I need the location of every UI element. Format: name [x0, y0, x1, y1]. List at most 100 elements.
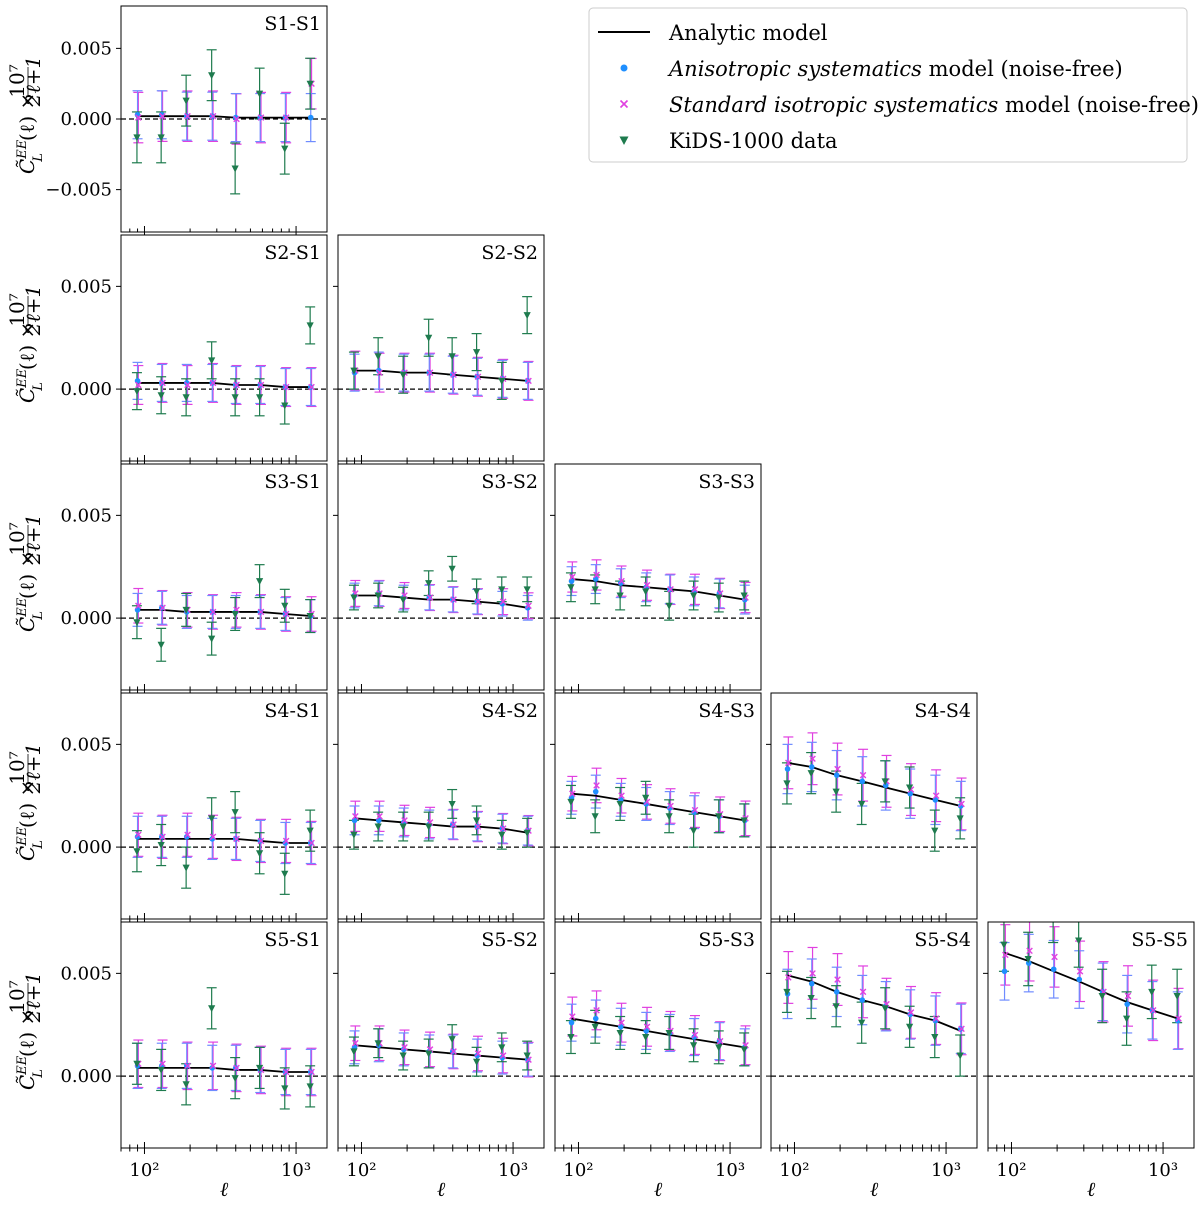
kids-point	[1075, 937, 1083, 945]
legend-anisotropic-swatch	[620, 64, 628, 72]
y-ticks	[116, 743, 121, 848]
isotropic-point	[233, 381, 240, 389]
isotropic-point	[643, 1023, 651, 1031]
panel-frame	[120, 921, 328, 1149]
analytic-model-line	[137, 382, 311, 388]
kids-point	[740, 817, 748, 825]
x-tick-label: 10²	[129, 1160, 159, 1181]
isotropic-point	[1175, 1015, 1182, 1022]
panel-frame	[337, 234, 545, 462]
kids-point	[665, 813, 673, 821]
plot-area	[121, 306, 327, 425]
x-axis-label: ℓ	[870, 1177, 879, 1201]
legend-kids-swatch	[619, 136, 629, 145]
panel-title: S5-S2	[481, 929, 538, 951]
kids-point	[498, 831, 506, 839]
kids-point	[133, 619, 141, 627]
legend-analytic-label: Analytic model	[668, 21, 828, 45]
kids-point	[208, 635, 216, 643]
panel-frame	[337, 921, 545, 1149]
kids-point	[690, 592, 698, 600]
kids-point	[567, 584, 575, 592]
anisotropic-point	[307, 114, 314, 121]
panel-s4-s4: S4-S4	[766, 692, 978, 925]
panel-s4-s2: S4-S2	[333, 692, 545, 925]
kids-point	[256, 850, 264, 858]
x-tick-label: 10³	[281, 1160, 311, 1181]
kids-point	[473, 588, 481, 596]
y-axis-label-denominator: 2ℓ+1	[21, 972, 45, 1024]
kids-point	[157, 134, 165, 142]
isotropic-point	[809, 970, 816, 977]
panel-background	[338, 922, 544, 1148]
panel-background	[555, 464, 761, 690]
analytic-model-line	[354, 369, 528, 382]
panel-s2-s1: S2-S1 0.005 0.000	[60, 234, 328, 467]
panel-title: S3-S2	[481, 471, 538, 493]
y-axis-label-sub: L	[31, 840, 46, 850]
kids-point	[399, 823, 407, 831]
kids-point	[715, 813, 723, 821]
panel-title: S1-S1	[264, 13, 321, 35]
plot-area	[555, 767, 761, 848]
isotropic-point	[525, 602, 532, 610]
x-tick-label: 10²	[779, 1160, 809, 1181]
legend: Analytic model Anisotropic systematics m…	[588, 7, 1199, 163]
y-axis-label-arg: (ℓ) ×	[15, 780, 39, 828]
isotropic-point	[1076, 968, 1084, 975]
isotropic-point	[184, 381, 191, 389]
x-ticks	[337, 1142, 514, 1154]
kids-point	[642, 1034, 650, 1042]
isotropic-point	[135, 831, 142, 839]
kids-point	[350, 594, 358, 602]
y-axis-label-symbol: C̃	[15, 617, 39, 632]
plot-area	[338, 296, 544, 401]
kids-point	[807, 770, 815, 778]
y-ticks	[766, 972, 771, 1077]
y-axis-label-numerator: 10⁷	[5, 293, 29, 326]
kids-point	[591, 813, 599, 821]
kids-point	[133, 1060, 141, 1068]
anisotropic-point	[1076, 976, 1083, 983]
kids-point	[715, 1044, 723, 1052]
legend-isotropic-label: Standard isotropic systematics model (no…	[669, 93, 1199, 117]
anisotropic-point	[568, 1019, 575, 1026]
isotropic-point	[618, 577, 625, 585]
analytic-model-line	[137, 837, 311, 844]
y-ticks	[550, 743, 555, 848]
kids-point	[306, 827, 314, 835]
y-axis-label-sup: EE	[15, 1055, 30, 1075]
analytic-model-line	[137, 1066, 311, 1073]
panel-title: S3-S1	[264, 471, 321, 493]
isotropic-point	[450, 596, 457, 603]
y-ticks	[333, 972, 338, 1077]
y-ticks	[550, 514, 555, 619]
panel-frame	[554, 463, 762, 691]
plot-area	[771, 946, 977, 1077]
isotropic-point	[834, 765, 841, 773]
y-ticks	[983, 972, 988, 1077]
y-axis-label-arg: (ℓ) ×	[15, 551, 39, 599]
x-tick-label: 10²	[346, 1160, 376, 1181]
y-ticks	[116, 47, 121, 191]
panel-s5-s3: S5-S3 10² 10³	[550, 921, 762, 1181]
panel-frame	[987, 921, 1195, 1149]
kids-point	[281, 602, 289, 610]
isotropic-point	[159, 604, 166, 612]
y-axis-label-numerator: 10⁷	[5, 980, 29, 1013]
analytic-model-line	[354, 817, 528, 834]
isotropic-point	[834, 976, 841, 983]
isotropic-point	[907, 1009, 915, 1016]
plot-area	[338, 788, 544, 850]
plot-area	[338, 555, 544, 621]
plot-area	[555, 990, 761, 1077]
kids-point	[350, 367, 358, 375]
x-axis-label: ℓ	[220, 1177, 229, 1201]
y-axis-label-sub: L	[31, 1069, 46, 1079]
kids-point	[448, 800, 456, 808]
isotropic-point	[691, 1031, 699, 1039]
